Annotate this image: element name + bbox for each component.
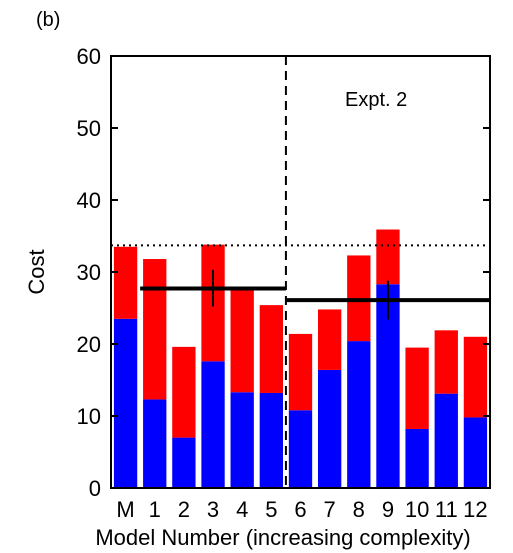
bar-upper-4 <box>230 290 254 393</box>
bar-lower-11 <box>434 393 458 488</box>
panel-label: (b) <box>36 9 60 31</box>
x-tick-label-8: 8 <box>353 497 365 522</box>
y-tick-label-10: 10 <box>77 404 101 429</box>
bar-lower-M <box>113 318 138 488</box>
bar-upper-6 <box>288 333 313 411</box>
x-axis-label: Model Number (increasing complexity) <box>95 525 470 550</box>
y-tick-label-30: 30 <box>77 260 101 285</box>
y-axis-label: Cost <box>24 249 49 294</box>
x-tick-label-12: 12 <box>463 497 487 522</box>
x-tick-label-10: 10 <box>405 497 429 522</box>
x-tick-label-5: 5 <box>265 497 277 522</box>
experiment-annotation: Expt. 2 <box>345 89 407 111</box>
bar-lower-7 <box>317 369 342 488</box>
y-tick-label-0: 0 <box>89 476 101 501</box>
y-tick-label-60: 60 <box>77 44 101 69</box>
bar-upper-1 <box>143 259 167 400</box>
x-tick-label-6: 6 <box>294 497 306 522</box>
bar-lower-3 <box>201 361 225 488</box>
bar-lower-4 <box>230 392 254 488</box>
bar-upper-11 <box>434 330 458 394</box>
bar-upper-10 <box>405 347 429 429</box>
x-tick-label-9: 9 <box>382 497 394 522</box>
bar-upper-2 <box>172 346 196 438</box>
x-tick-label-1: 1 <box>149 497 161 522</box>
bar-lower-9 <box>376 284 400 488</box>
bar-upper-5 <box>259 305 283 393</box>
bar-upper-M <box>113 246 138 319</box>
x-tick-label-11: 11 <box>435 497 458 522</box>
bar-lower-8 <box>347 341 371 488</box>
x-tick-label-7: 7 <box>324 497 336 522</box>
bar-upper-7 <box>317 309 342 370</box>
x-tick-label-M: M <box>116 497 134 522</box>
bar-lower-2 <box>172 437 196 488</box>
bar-lower-12 <box>463 417 488 488</box>
bar-upper-9 <box>376 229 400 285</box>
x-tick-label-3: 3 <box>207 497 219 522</box>
y-tick-label-50: 50 <box>77 116 101 141</box>
x-tick-label-4: 4 <box>236 497 248 522</box>
bar-lower-5 <box>259 392 283 488</box>
bar-lower-6 <box>288 410 313 488</box>
y-tick-label-40: 40 <box>77 188 101 213</box>
y-tick-label-20: 20 <box>77 332 101 357</box>
bar-lower-1 <box>143 399 167 488</box>
x-tick-label-2: 2 <box>178 497 190 522</box>
bar-upper-12 <box>463 336 488 418</box>
bar-lower-10 <box>405 428 429 488</box>
